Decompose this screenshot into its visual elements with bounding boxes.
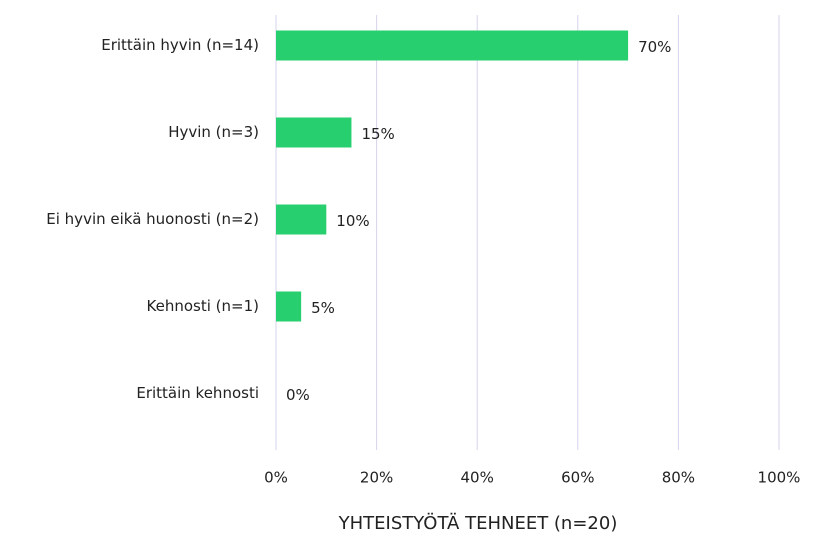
value-label: 70% [638, 38, 671, 56]
value-label: 0% [286, 386, 310, 404]
bar [276, 117, 352, 148]
y-tick-label: Hyvin (n=3) [168, 123, 259, 141]
y-tick-label: Erittäin hyvin (n=14) [101, 36, 259, 54]
bar [276, 204, 327, 235]
value-label: 10% [336, 212, 369, 230]
y-tick-label: Kehnosti (n=1) [147, 297, 259, 315]
bar [276, 291, 302, 322]
y-tick-label: Ei hyvin eikä huonosti (n=2) [46, 210, 259, 228]
bar [276, 30, 629, 61]
x-tick-label: 40% [461, 469, 494, 487]
x-tick-label: 100% [758, 469, 801, 487]
x-tick-label: 0% [264, 469, 288, 487]
value-label: 5% [311, 299, 335, 317]
x-tick-label: 60% [561, 469, 594, 487]
x-tick-label: 80% [662, 469, 695, 487]
y-tick-label: Erittäin kehnosti [136, 384, 259, 402]
value-label: 15% [361, 125, 394, 143]
x-tick-label: 20% [360, 469, 393, 487]
x-axis-title: YHTEISTYÖTÄ TEHNEET (n=20) [338, 512, 618, 534]
